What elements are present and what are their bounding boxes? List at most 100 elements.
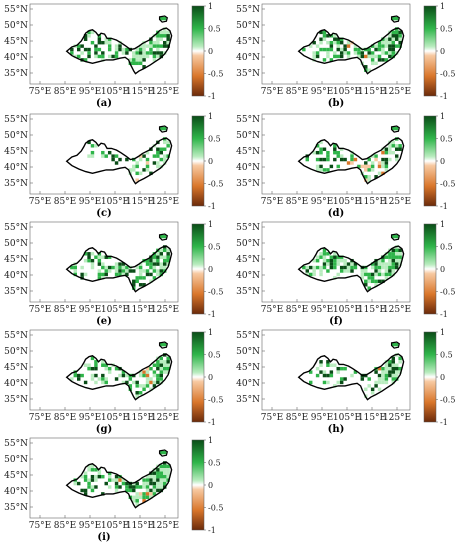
panel-label: (g) <box>96 424 112 435</box>
lon-tick-label: 105°E <box>333 413 361 423</box>
lat-tick-label: 35°N <box>4 69 28 79</box>
lat-tick-label: 45°N <box>4 363 28 373</box>
lon-tick-label: 85°E <box>54 87 77 97</box>
colorbar-tick-label: -0.5 <box>208 504 223 513</box>
lat-tick-label: 45°N <box>4 255 28 265</box>
colorbar-tick-label: 0.5 <box>440 135 453 144</box>
lat-tick-label: 55°N <box>4 5 28 15</box>
lat-tick-label: 45°N <box>4 147 28 157</box>
lon-tick-label: 115°E <box>126 521 154 531</box>
region-outline-northeast <box>390 15 400 23</box>
lat-tick-label: 40°N <box>4 487 28 497</box>
lat-tick-label: 35°N <box>236 287 260 297</box>
colorbar <box>423 115 437 207</box>
region-outline <box>297 245 405 293</box>
colorbar <box>423 331 437 423</box>
lon-tick-label: 85°E <box>54 305 77 315</box>
colorbar-tick-label: -1 <box>208 92 216 101</box>
region-outline-northeast <box>158 233 168 241</box>
panel-label: (e) <box>96 316 112 327</box>
colorbar-tick-label: -1 <box>208 310 216 319</box>
colorbar-tick-label: -0.5 <box>440 396 455 405</box>
panel-label: (a) <box>96 98 112 109</box>
lat-tick-label: 40°N <box>4 271 28 281</box>
lat-tick-label: 50°N <box>4 131 28 141</box>
colorbar-tick-label: 0 <box>440 157 445 166</box>
colorbar-tick-label: 0.5 <box>208 25 221 34</box>
region-outline <box>65 245 173 293</box>
colorbar-tick-label: -0.5 <box>208 288 223 297</box>
colorbar <box>423 5 437 97</box>
region-outline <box>65 137 173 185</box>
lon-tick-label: 115°E <box>126 305 154 315</box>
lon-tick-label: 125°E <box>151 413 179 423</box>
region-outline <box>297 27 405 75</box>
lon-tick-label: 95°E <box>79 305 102 315</box>
region-outline <box>65 461 173 509</box>
colorbar-tick-label: 0.5 <box>208 135 221 144</box>
lon-tick-label: 115°E <box>358 87 386 97</box>
lon-tick-label: 125°E <box>151 305 179 315</box>
map-panel: 55°N 50°N 45°N 40°N 35°N75°E 85°E 95°E 105°E115… <box>236 112 455 219</box>
lon-tick-label: 105°E <box>333 87 361 97</box>
lon-tick-label: 85°E <box>286 413 309 423</box>
panel-label: (c) <box>96 208 112 219</box>
lon-tick-label: 125°E <box>383 413 411 423</box>
lat-tick-label: 55°N <box>236 331 260 341</box>
colorbar-tick-label: 0.5 <box>208 459 221 468</box>
lat-tick-label: 45°N <box>236 255 260 265</box>
map-frame <box>29 329 179 411</box>
colorbar-tick-label: 0.5 <box>440 243 453 252</box>
lon-tick-label: 75°E <box>29 305 52 315</box>
colorbar <box>423 223 437 315</box>
lat-tick-label: 35°N <box>4 395 28 405</box>
colorbar-tick-label: 0.5 <box>440 25 453 34</box>
lon-tick-label: 125°E <box>151 197 179 207</box>
colorbar-tick-label: 0.5 <box>208 243 221 252</box>
colorbar <box>191 331 205 423</box>
colorbar-tick-label: 0 <box>208 373 213 382</box>
map-panel: 55°N 50°N 45°N 40°N 35°N75°E 85°E 95°E 105°E115… <box>4 112 223 219</box>
lon-tick-label: 85°E <box>286 87 309 97</box>
lat-tick-label: 50°N <box>236 347 260 357</box>
lon-tick-label: 105°E <box>333 305 361 315</box>
colorbar-tick-label: 1 <box>208 328 213 337</box>
lon-tick-label: 95°E <box>79 413 102 423</box>
panel-label: (b) <box>328 98 344 109</box>
lon-tick-label: 75°E <box>29 87 52 97</box>
lon-tick-label: 85°E <box>54 197 77 207</box>
lon-tick-label: 85°E <box>286 305 309 315</box>
colorbar-tick-label: 0 <box>440 47 445 56</box>
lon-tick-label: 115°E <box>126 413 154 423</box>
region-outline <box>65 353 173 401</box>
colorbar <box>191 5 205 97</box>
colorbar <box>191 439 205 531</box>
lat-tick-label: 35°N <box>236 179 260 189</box>
lat-tick-label: 35°N <box>4 287 28 297</box>
lat-tick-label: 40°N <box>236 271 260 281</box>
colorbar-tick-label: -0.5 <box>440 70 455 79</box>
lon-tick-label: 105°E <box>333 197 361 207</box>
lon-tick-label: 75°E <box>29 197 52 207</box>
lat-tick-label: 40°N <box>4 163 28 173</box>
lon-tick-label: 85°E <box>286 197 309 207</box>
colorbar-tick-label: 1 <box>208 220 213 229</box>
lat-tick-label: 55°N <box>236 5 260 15</box>
colorbar-tick-label: -0.5 <box>440 180 455 189</box>
colorbar-tick-label: 1 <box>440 2 445 11</box>
colorbar-tick-label: 0 <box>440 373 445 382</box>
colorbar-tick-label: 1 <box>440 328 445 337</box>
colorbar-tick-label: -1 <box>440 310 448 319</box>
colorbar <box>191 115 205 207</box>
region-outline-northeast <box>390 341 400 349</box>
lat-tick-label: 55°N <box>236 223 260 233</box>
lon-tick-label: 95°E <box>311 197 334 207</box>
lon-tick-label: 95°E <box>311 305 334 315</box>
colorbar-tick-label: 1 <box>440 220 445 229</box>
lon-tick-label: 125°E <box>383 197 411 207</box>
colorbar-tick-label: 0 <box>208 481 213 490</box>
lon-tick-label: 95°E <box>79 87 102 97</box>
colorbar-tick-label: -1 <box>208 418 216 427</box>
colorbar-tick-label: 0.5 <box>440 351 453 360</box>
